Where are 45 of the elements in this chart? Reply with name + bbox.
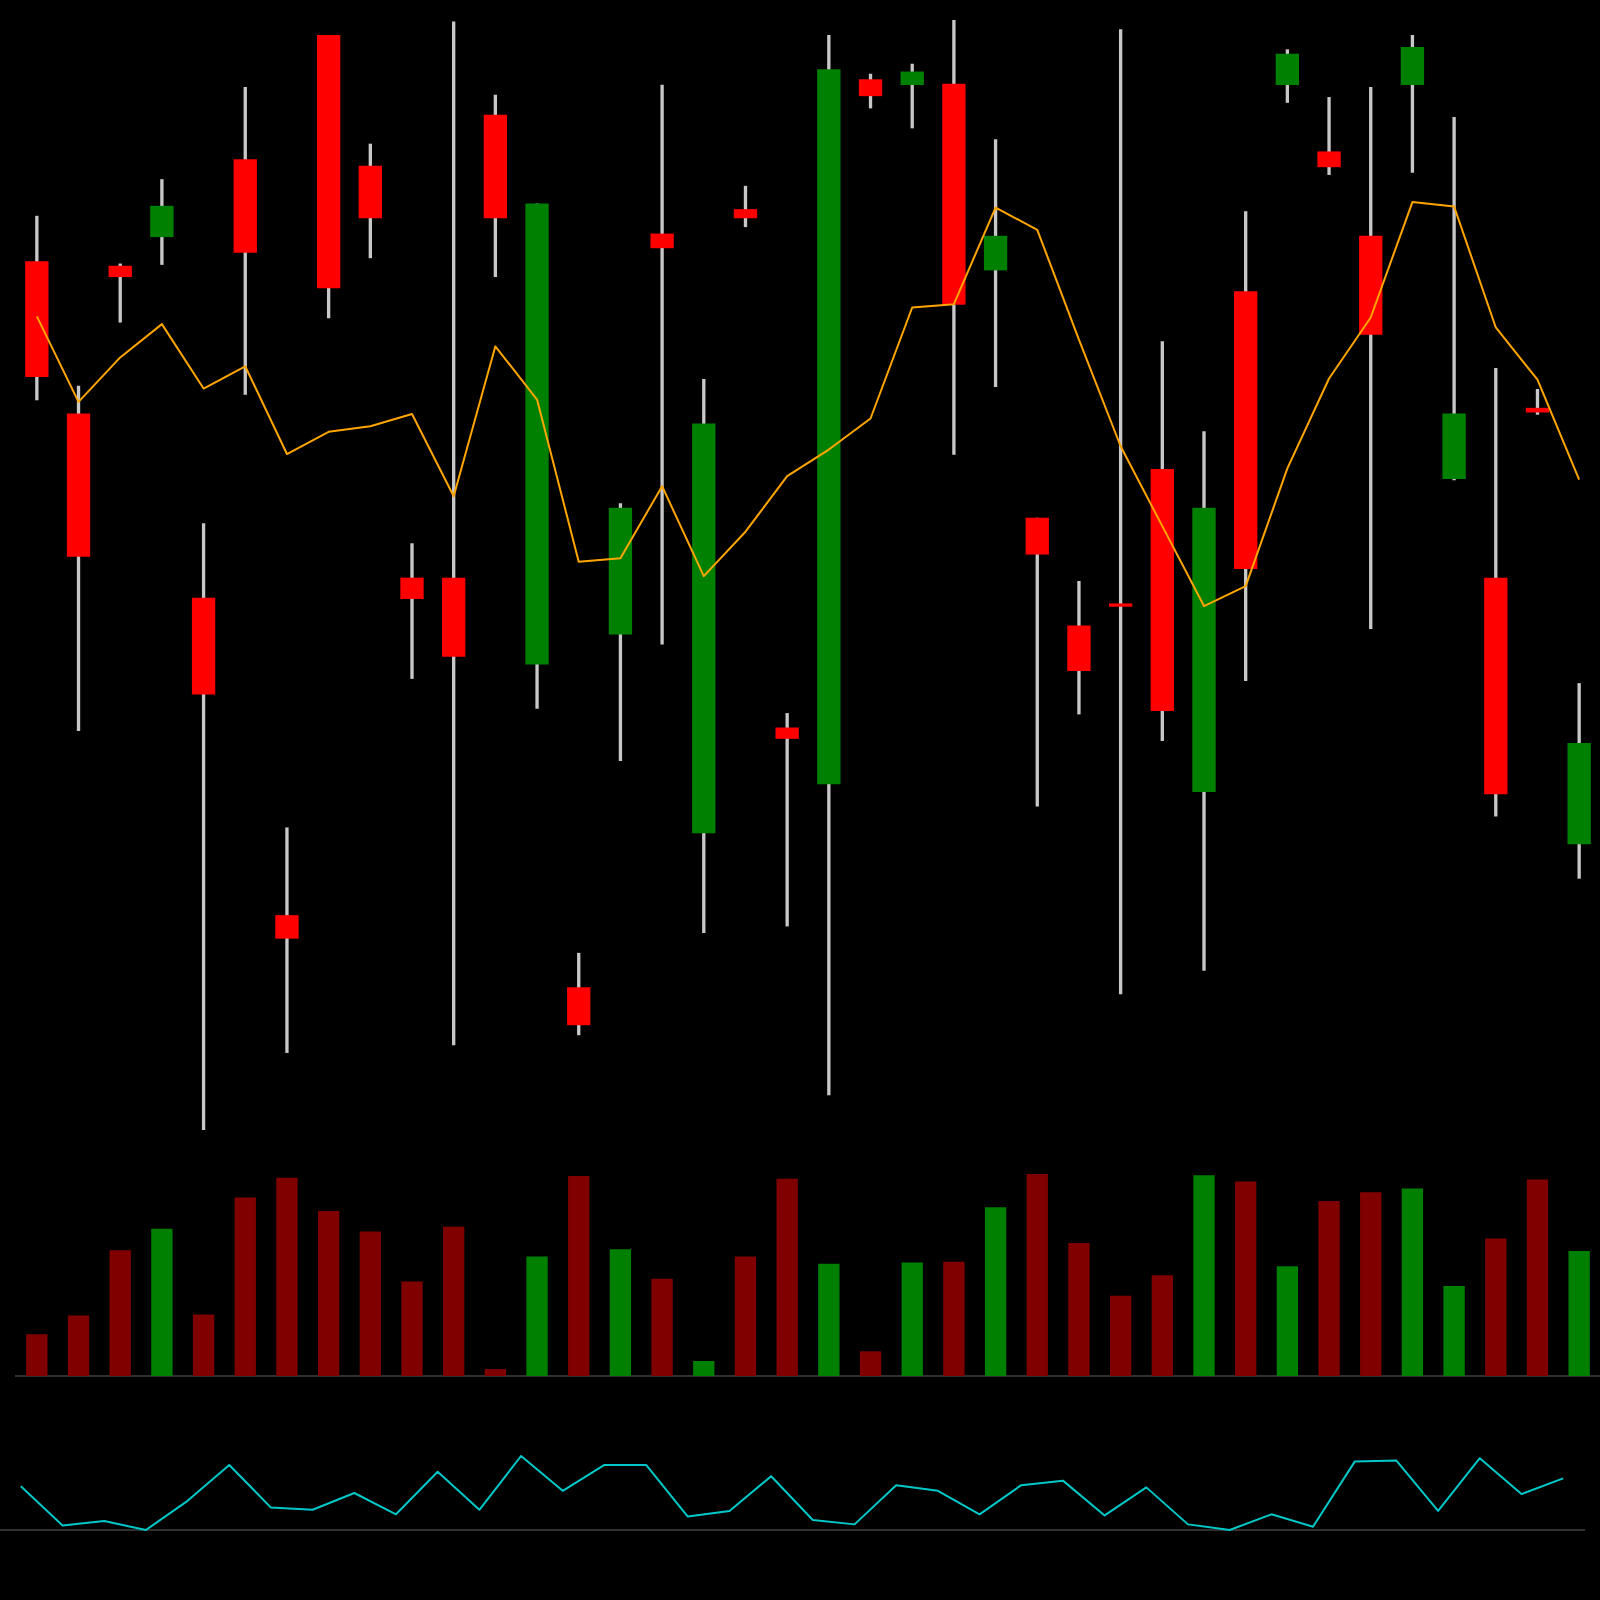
bar	[1443, 1286, 1465, 1376]
bar	[568, 1175, 590, 1376]
candlestick	[1442, 117, 1466, 481]
bar	[1109, 1295, 1132, 1376]
bar	[859, 1351, 882, 1376]
bar	[693, 1361, 715, 1376]
candlestick	[275, 827, 299, 1053]
bar	[984, 1207, 1007, 1376]
bar	[401, 1281, 423, 1376]
bar	[359, 1231, 381, 1376]
bar	[609, 1249, 632, 1376]
bar	[943, 1261, 965, 1376]
bar	[151, 1228, 173, 1376]
bar	[1151, 1275, 1173, 1376]
bar	[1068, 1243, 1090, 1376]
bar	[1026, 1174, 1048, 1376]
bar	[1401, 1188, 1424, 1376]
candlestick	[775, 713, 799, 927]
bar	[651, 1278, 673, 1376]
bar	[1276, 1266, 1299, 1376]
bar	[734, 1256, 757, 1376]
bar	[234, 1197, 256, 1376]
bar	[317, 1210, 340, 1376]
bar	[109, 1250, 131, 1376]
candlestick	[1317, 97, 1341, 175]
bar	[1568, 1251, 1590, 1376]
bar	[901, 1262, 923, 1376]
bar	[484, 1369, 507, 1376]
bar	[276, 1177, 298, 1376]
bar	[526, 1256, 548, 1376]
bar	[1360, 1192, 1382, 1376]
bar	[776, 1178, 798, 1376]
candlestick	[1108, 29, 1133, 995]
candlestick	[400, 543, 424, 679]
bar	[1235, 1181, 1257, 1376]
bar	[67, 1315, 90, 1376]
bar	[192, 1314, 215, 1376]
candlestick	[650, 84, 674, 645]
bar	[26, 1334, 48, 1376]
bar	[1193, 1175, 1215, 1376]
bar	[1526, 1179, 1549, 1376]
bar	[1318, 1201, 1340, 1376]
bar	[443, 1226, 465, 1376]
bar	[1485, 1238, 1507, 1376]
bar	[818, 1263, 840, 1376]
